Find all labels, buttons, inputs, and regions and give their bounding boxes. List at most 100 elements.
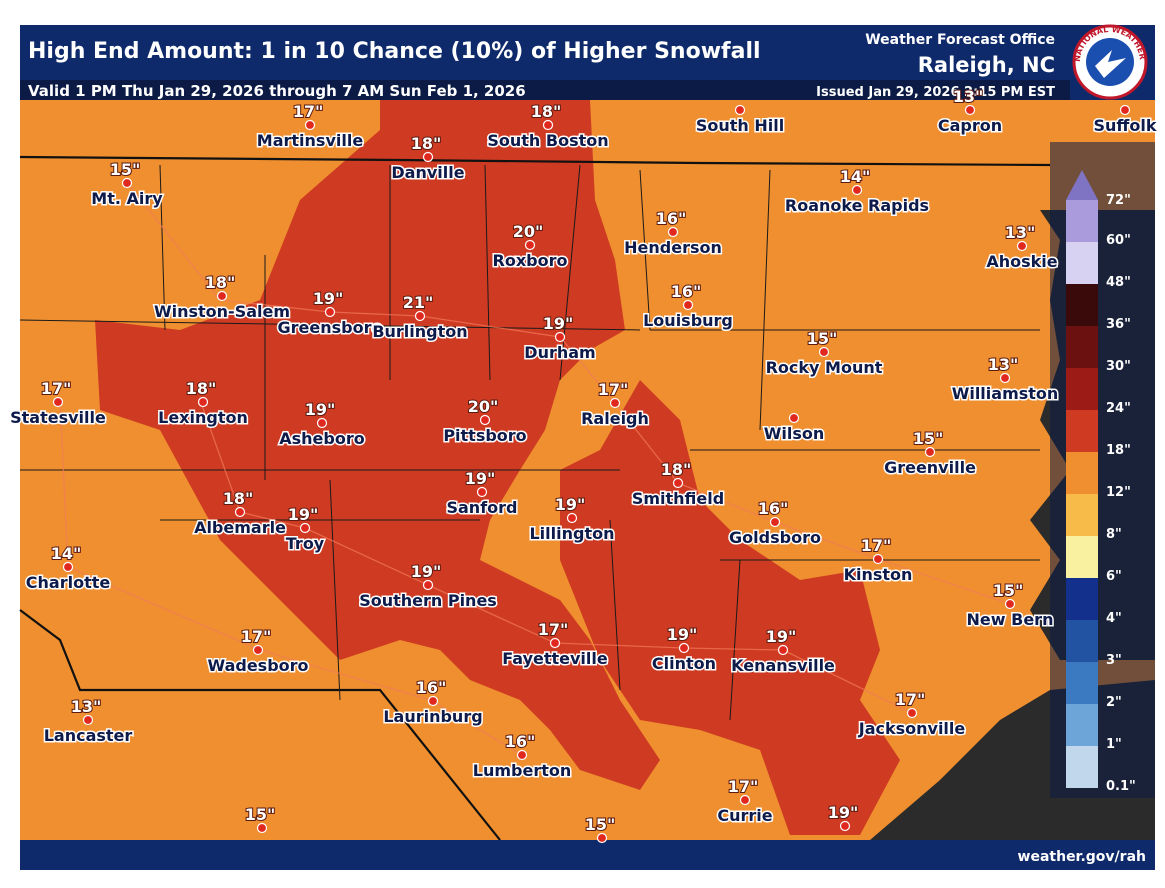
city-name: Albemarle <box>194 518 286 537</box>
legend-swatch <box>1066 494 1098 536</box>
location: Raleigh, NC <box>918 53 1055 77</box>
snow-amount: 13" <box>953 87 984 106</box>
title: High End Amount: 1 in 10 Chance (10%) of… <box>28 39 761 64</box>
city-dot <box>422 579 434 591</box>
city-name: Wilson <box>764 424 825 443</box>
legend-box <box>1050 142 1155 798</box>
snow-amount: 19" <box>465 469 496 488</box>
legend-label: 3" <box>1106 653 1122 668</box>
city-name: Durham <box>524 343 595 362</box>
snow-amount: 17" <box>538 620 569 639</box>
snow-amount: 13" <box>1005 223 1036 242</box>
city-name: Danville <box>391 163 464 182</box>
cities: 17" Martinsville 18" Danville 18" South Bosto… <box>9 86 1158 844</box>
city-name: Kenansville <box>731 656 835 675</box>
snow-amount: 13" <box>71 697 102 716</box>
city-name: Roxboro <box>493 251 568 270</box>
city-dot <box>476 486 488 498</box>
snow-amount: 16" <box>671 282 702 301</box>
city-name: Southern Pines <box>359 591 497 610</box>
snow-amount: 16" <box>758 499 789 518</box>
city-name: Raleigh <box>581 409 649 428</box>
city-name: Sanford <box>446 498 517 517</box>
city-dot <box>906 707 918 719</box>
city-name: South Hill <box>696 116 784 135</box>
city-name: Capron <box>938 116 1002 135</box>
snow-amount: 16" <box>656 209 687 228</box>
snow-amount: 15" <box>245 805 276 824</box>
legend-label: 12" <box>1106 485 1131 500</box>
snow-amount: 18" <box>223 489 254 508</box>
city-dot <box>516 749 528 761</box>
legend-label: 1" <box>1106 737 1122 752</box>
footer-url: weather.gov/rah <box>1018 849 1146 865</box>
city-dot <box>422 151 434 163</box>
city-name: Kinston <box>844 565 913 584</box>
city-name: Lancaster <box>44 726 133 745</box>
snow-amount: 20" <box>468 397 499 416</box>
city-name: Burlington <box>372 322 467 341</box>
city-name: Winston-Salem <box>154 302 290 321</box>
snow-amount: 17" <box>41 379 72 398</box>
city-dot <box>479 414 491 426</box>
snow-amount: 17" <box>861 536 892 555</box>
snow-amount: 17" <box>895 690 926 709</box>
snow-amount: 17" <box>241 627 272 646</box>
snow-amount: 20" <box>513 222 544 241</box>
snow-amount: 19" <box>411 562 442 581</box>
city-dot <box>872 553 884 565</box>
city-name: Troy <box>286 534 325 553</box>
snow-amount: 15" <box>110 160 141 179</box>
legend-swatch <box>1066 704 1098 746</box>
city-dot <box>216 290 228 302</box>
city-name: Goldsboro <box>729 528 821 547</box>
city-name: Fayetteville <box>502 649 608 668</box>
legend-swatch <box>1066 620 1098 662</box>
city-dot <box>1119 104 1131 116</box>
legend-label: 2" <box>1106 695 1122 710</box>
snow-amount: 19" <box>555 495 586 514</box>
city-dot <box>299 522 311 534</box>
legend-label: 60" <box>1106 233 1131 248</box>
city-dot <box>924 446 936 458</box>
city-name: Rocky Mount <box>766 358 883 377</box>
city-dot <box>734 104 746 116</box>
legend-swatch <box>1066 536 1098 578</box>
legend-swatch <box>1066 578 1098 620</box>
city-dot <box>304 119 316 131</box>
city-dot <box>549 637 561 649</box>
legend-label: 30" <box>1106 359 1131 374</box>
city-name: Roanoke Rapids <box>785 196 929 215</box>
snow-amount: 21" <box>403 293 434 312</box>
city-name: New Bern <box>967 610 1054 629</box>
snow-amount: 17" <box>598 380 629 399</box>
snow-amount: 18" <box>186 379 217 398</box>
city-dot <box>256 822 268 834</box>
city-dot <box>777 644 789 656</box>
legend-label: 6" <box>1106 569 1122 584</box>
city-dot <box>999 372 1011 384</box>
legend-label: 72" <box>1106 193 1131 208</box>
snow-amount: 19" <box>828 803 859 822</box>
city-name: Statesville <box>10 408 106 427</box>
subtitle-bar <box>20 80 1070 100</box>
legend-swatch <box>1066 452 1098 494</box>
city-name: Williamston <box>952 384 1059 403</box>
city-name: Henderson <box>624 238 722 257</box>
legend-swatch <box>1066 368 1098 410</box>
city-dot <box>818 346 830 358</box>
legend-swatch <box>1066 410 1098 452</box>
legend-swatch <box>1066 170 1098 200</box>
legend-label: 24" <box>1106 401 1131 416</box>
snow-amount: 15" <box>993 581 1024 600</box>
city-name: Martinsville <box>257 131 364 150</box>
city-dot <box>839 820 851 832</box>
city-dot <box>197 396 209 408</box>
snow-amount: 17" <box>728 777 759 796</box>
snow-amount: 14" <box>51 544 82 563</box>
city-name: Charlotte <box>26 573 111 592</box>
legend-swatch <box>1066 746 1098 788</box>
city-name: Pittsboro <box>443 426 526 445</box>
city-dot <box>554 331 566 343</box>
city-name: Greenville <box>884 458 976 477</box>
